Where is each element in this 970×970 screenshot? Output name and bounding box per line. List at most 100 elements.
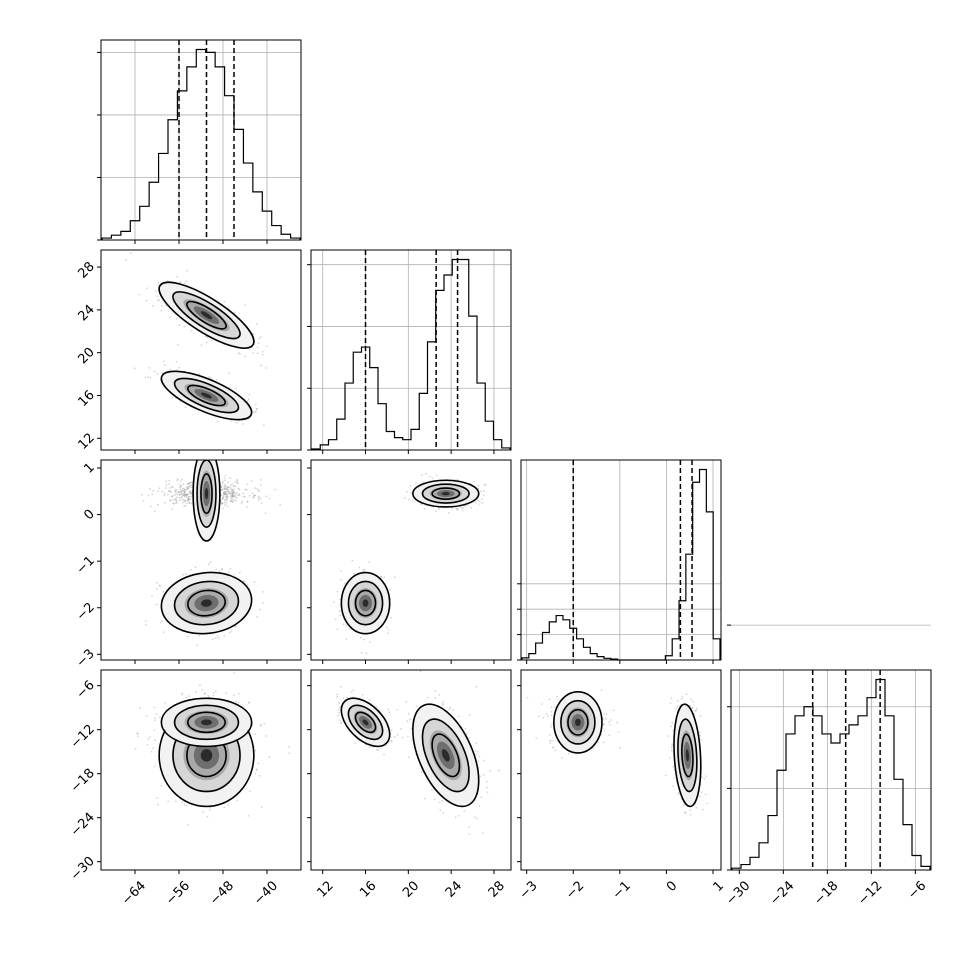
scatter-point	[457, 508, 460, 510]
scatter-point	[407, 712, 410, 715]
scatter-point	[482, 832, 484, 834]
scatter-point	[223, 806, 226, 809]
scatter-point	[237, 692, 240, 695]
scatter-point	[229, 484, 232, 487]
scatter-point	[482, 494, 485, 497]
density-shade	[200, 749, 213, 762]
scatter-point	[667, 735, 670, 737]
scatter-point	[478, 500, 481, 503]
panel-content	[124, 252, 268, 426]
scatter-point	[164, 501, 166, 504]
contour-level-2	[173, 704, 240, 741]
scatter-point	[241, 500, 244, 503]
scatter-point	[244, 488, 247, 491]
scatter-point	[261, 353, 264, 356]
scatter-point	[224, 504, 227, 507]
scatter-point	[229, 491, 232, 493]
scatter-point	[233, 485, 236, 488]
scatter-point	[489, 769, 492, 772]
scatter-point	[221, 482, 224, 485]
scatter-point	[478, 805, 481, 807]
scatter-point	[390, 729, 393, 732]
scatter-point	[254, 487, 257, 489]
scatter-point	[244, 355, 246, 358]
scatter-point	[407, 735, 409, 738]
scatter-point	[477, 760, 480, 762]
scatter-point	[225, 490, 227, 493]
scatter-point	[461, 509, 464, 512]
scatter-point	[231, 489, 233, 492]
scatter-point	[187, 483, 190, 485]
scatter-point	[435, 474, 438, 477]
scatter-point	[178, 483, 181, 486]
scatter-point	[161, 305, 163, 307]
contour-level-1	[160, 370, 253, 421]
scatter-point	[231, 495, 234, 497]
scatter-point	[240, 502, 243, 505]
scatter-point	[468, 736, 471, 739]
scatter-point	[676, 705, 679, 708]
scatter-point	[689, 813, 692, 816]
scatter-point	[187, 497, 190, 500]
scatter-point	[230, 494, 233, 497]
scatter-point	[226, 486, 229, 489]
scatter-point	[138, 293, 140, 296]
scatter-point	[376, 748, 378, 751]
scatter-point	[165, 480, 168, 482]
scatter-point	[176, 479, 179, 482]
scatter-point	[257, 352, 259, 355]
scatter-point	[431, 477, 434, 480]
scatter-point	[183, 282, 186, 285]
scatter-point	[483, 484, 486, 486]
scatter-point	[268, 497, 271, 500]
scatter-point	[434, 697, 437, 699]
scatter-point	[196, 644, 199, 647]
scatter-point	[152, 747, 155, 749]
scatter-point	[245, 506, 248, 508]
scatter-point	[341, 721, 343, 724]
contour-level-3	[431, 733, 461, 778]
scatter-point	[226, 495, 229, 498]
scatter-point	[421, 474, 423, 476]
scatter-point	[235, 497, 238, 500]
scatter-point	[227, 492, 230, 495]
scatter-point	[448, 708, 451, 711]
scatter-point	[210, 339, 213, 342]
panel-content	[332, 472, 487, 655]
scatter-point	[176, 478, 179, 481]
scatter-point	[215, 379, 218, 381]
panel-frame	[100, 39, 302, 241]
scatter-point	[190, 493, 193, 496]
scatter-point	[222, 497, 224, 500]
scatter-point	[442, 701, 445, 703]
scatter-point	[407, 498, 410, 500]
scatter-point	[183, 491, 186, 493]
scatter-point	[198, 373, 201, 376]
scatter-point	[145, 715, 148, 718]
scatter-point	[169, 487, 171, 489]
scatter-point	[185, 573, 188, 576]
scatter-point	[163, 360, 165, 363]
scatter-point	[205, 341, 208, 344]
scatter-point	[255, 408, 258, 410]
scatter-point	[265, 495, 268, 498]
scatter-point	[228, 372, 230, 375]
scatter-point	[256, 615, 258, 618]
scatter-point	[181, 501, 184, 504]
scatter-point	[179, 281, 182, 283]
scatter-point	[237, 482, 239, 484]
scatter-point	[336, 590, 339, 593]
scatter-point	[254, 494, 257, 497]
scatter-point	[177, 343, 179, 346]
scatter-point	[212, 692, 215, 694]
scatter-point	[186, 494, 188, 496]
scatter-point	[225, 493, 228, 495]
scatter-point	[184, 495, 187, 497]
scatter-point	[338, 701, 340, 704]
scatter-point	[258, 774, 261, 777]
scatter-point	[222, 492, 225, 495]
contour-level-2	[173, 377, 240, 414]
scatter-point	[157, 503, 159, 506]
scatter-point	[183, 496, 186, 498]
